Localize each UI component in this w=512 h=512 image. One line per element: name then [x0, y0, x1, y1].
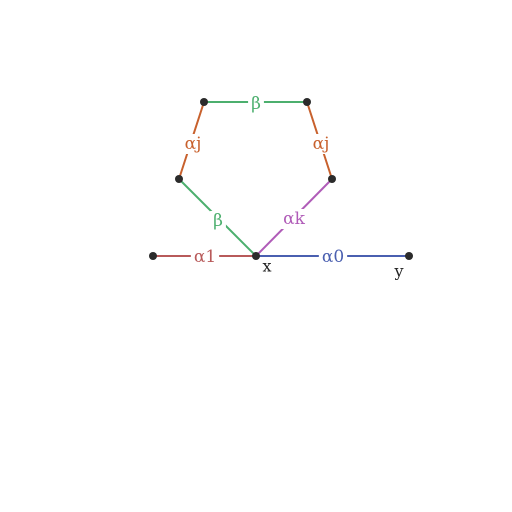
edge-label-background: [280, 209, 309, 229]
node-top-left: [200, 98, 208, 106]
node-x: [252, 252, 260, 260]
edge-label-background: [248, 94, 264, 114]
edge-label-top-right-mid-right: αj: [313, 134, 330, 154]
edge-label-mid-left-x: β: [213, 211, 223, 231]
edge-label-mid-right-x: αk: [283, 209, 305, 229]
node-y: [405, 252, 413, 260]
edge-label-top-left-top-right: β: [251, 94, 261, 114]
edge-label-far-left-x: α1: [194, 247, 216, 267]
labels-layer: β αj αj β αk α1 α0 x y: [181, 94, 404, 281]
node-mid-right: [328, 175, 336, 183]
node-label-y: y: [393, 262, 403, 281]
edge-label-x-y: α0: [322, 247, 344, 267]
edge-label-background: [210, 211, 226, 231]
edge-label-background: [190, 247, 220, 267]
nodes-layer: [149, 98, 413, 260]
edge-label-background: [181, 134, 205, 154]
node-top-right: [303, 98, 311, 106]
node-mid-left: [175, 175, 183, 183]
edge-label-background: [318, 247, 348, 267]
node-label-x: x: [262, 257, 271, 276]
node-far-left: [149, 252, 157, 260]
edge-label-top-left-mid-left: αj: [185, 134, 202, 154]
edges-layer: [153, 101, 409, 257]
edge-label-background: [309, 134, 333, 154]
